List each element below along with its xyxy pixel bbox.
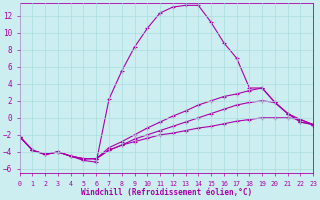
X-axis label: Windchill (Refroidissement éolien,°C): Windchill (Refroidissement éolien,°C)	[81, 188, 252, 197]
